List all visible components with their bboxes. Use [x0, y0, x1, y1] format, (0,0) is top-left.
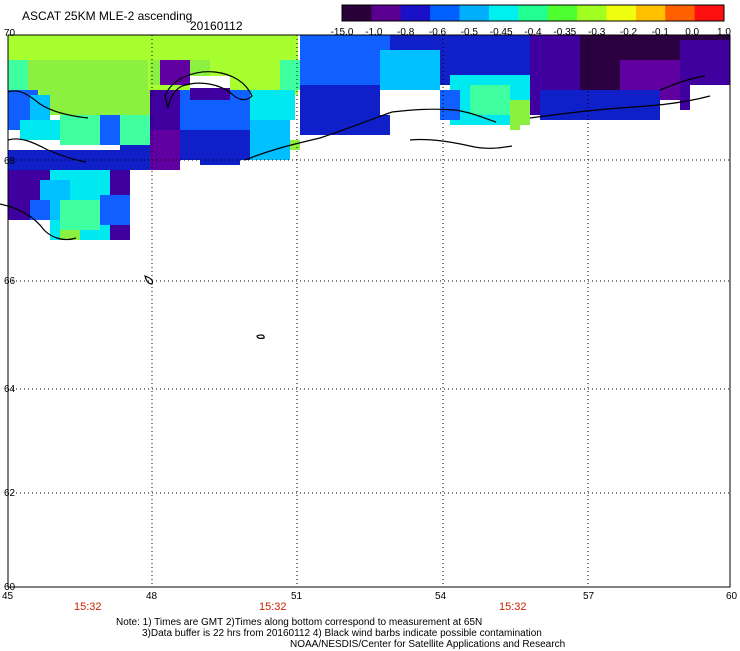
colorbar-segment	[694, 5, 725, 21]
swath-cell	[250, 90, 295, 120]
swath-cell	[30, 95, 50, 125]
swath-cell	[200, 150, 240, 165]
no-data-area	[690, 85, 730, 125]
swath-cell	[540, 90, 660, 120]
colorbar-label: -0.1	[652, 27, 670, 38]
swath-cell	[30, 200, 50, 220]
footer-note-2: 3)Data buffer is 22 hrs from 20160112 4)…	[142, 628, 542, 639]
colorbar-segment	[635, 5, 666, 21]
colorbar-label: 1.0	[717, 27, 731, 38]
lon-label: 51	[291, 591, 303, 602]
colorbar-label: -0.8	[397, 27, 415, 38]
swath-cell	[250, 120, 290, 160]
colorbar-segment	[459, 5, 490, 21]
coastline	[0, 71, 711, 339]
swath-cell	[160, 60, 190, 85]
time-label: 15:32	[499, 601, 527, 613]
colorbar-segment	[518, 5, 549, 21]
colorbar-label: -0.4	[524, 27, 542, 38]
swath-cell	[380, 50, 440, 90]
swath-cell	[300, 85, 380, 115]
map-date: 20160112	[190, 19, 243, 33]
colorbar-segment	[430, 5, 461, 21]
map-title: ASCAT 25KM MLE-2 ascending	[22, 9, 193, 23]
lon-label: 60	[726, 591, 738, 602]
colorbar-label: -0.2	[620, 27, 638, 38]
swath-cell	[150, 130, 180, 170]
no-data-area	[8, 245, 303, 587]
colorbar-label: -0.6	[429, 27, 447, 38]
no-data-area	[150, 240, 310, 250]
swath-cell	[440, 35, 540, 75]
plot-frame	[7, 34, 731, 588]
lon-label: 57	[583, 591, 595, 602]
time-label: 15:32	[74, 601, 102, 613]
swath-cell	[40, 90, 150, 115]
data-swath	[8, 35, 730, 595]
colorbar-segment	[547, 5, 578, 21]
colorbar-segment	[400, 5, 431, 21]
no-data-area	[520, 125, 730, 145]
colorbar-label: -0.45	[490, 27, 513, 38]
swath-cell	[440, 90, 460, 120]
colorbar-label: -1.0	[365, 27, 383, 38]
lat-label: 68	[4, 156, 16, 167]
no-data-area	[190, 76, 230, 88]
footer-credit: NOAA/NESDIS/Center for Satellite Applica…	[290, 639, 566, 650]
lon-label: 45	[2, 591, 14, 602]
colorbar-label: -15.0	[331, 27, 354, 38]
lon-label: 54	[435, 591, 447, 602]
swath-cell	[100, 115, 120, 145]
colorbar-frame	[341, 4, 725, 22]
swath-cell	[510, 100, 530, 130]
swath-cell	[470, 85, 510, 115]
lon-label: 48	[146, 591, 158, 602]
lat-label: 70	[4, 28, 16, 39]
swath-cell	[300, 115, 390, 135]
no-data-area	[130, 170, 155, 240]
lat-label: 64	[4, 384, 16, 395]
axis-labels: 70 68 66 64 62 60 45 48 51 54 57 60	[2, 28, 738, 602]
colorbar-segment	[371, 5, 402, 21]
colorbar-label: -0.3	[588, 27, 606, 38]
colorbar-segment	[665, 5, 696, 21]
swath-cell	[100, 195, 130, 225]
time-label: 15:32	[259, 601, 287, 613]
swath-cell	[20, 120, 60, 140]
colorbar-segment	[577, 5, 607, 21]
swath-cell	[8, 60, 148, 90]
grid	[8, 35, 730, 587]
swath-cell	[280, 60, 300, 90]
no-data-area	[440, 125, 510, 145]
lat-label: 62	[4, 488, 16, 499]
colorbar-segment	[606, 5, 637, 21]
swath-cell	[60, 230, 80, 240]
colorbar-segment	[342, 5, 372, 21]
swath-cell	[8, 60, 28, 90]
swath-cell	[110, 225, 130, 240]
colorbar: -15.0 -1.0 -0.8 -0.6 -0.5 -0.45 -0.4 -0.35 -0.3 -…	[331, 4, 731, 38]
colorbar-segment	[488, 5, 519, 21]
colorbar-label: -0.5	[461, 27, 479, 38]
swath-cell	[60, 200, 100, 230]
colorbar-label: 0.0	[685, 27, 699, 38]
no-data-area	[300, 135, 440, 595]
footer-note-1: Note: 1) Times are GMT 2)Times along bot…	[116, 617, 483, 628]
lat-label: 66	[4, 276, 16, 287]
lat-label: 60	[4, 582, 16, 593]
colorbar-label: -0.35	[553, 27, 576, 38]
